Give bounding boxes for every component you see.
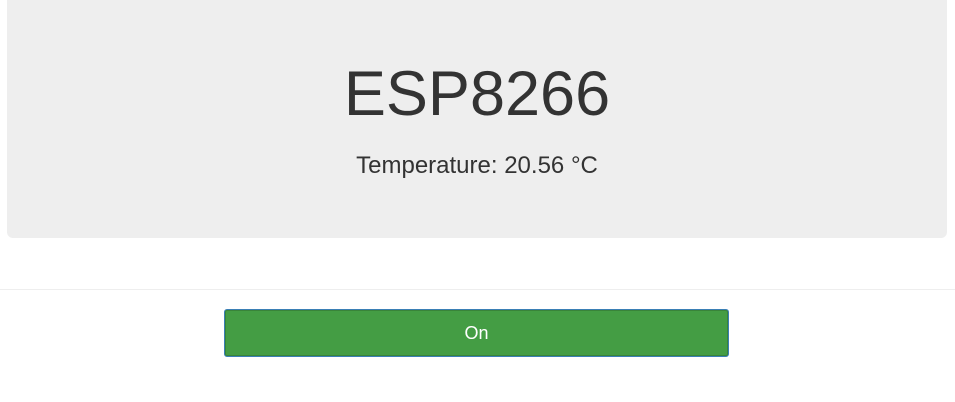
temperature-label: Temperature:	[356, 152, 498, 179]
page-title: ESP8266	[343, 59, 611, 129]
header-panel: ESP8266 Temperature: 20.56 °C	[7, 0, 947, 238]
divider	[0, 289, 955, 290]
temperature-value: 20.56	[504, 152, 565, 179]
temperature-readout: Temperature: 20.56 °C	[7, 152, 947, 181]
temperature-unit: °C	[570, 152, 598, 179]
on-button[interactable]: On	[224, 309, 729, 357]
